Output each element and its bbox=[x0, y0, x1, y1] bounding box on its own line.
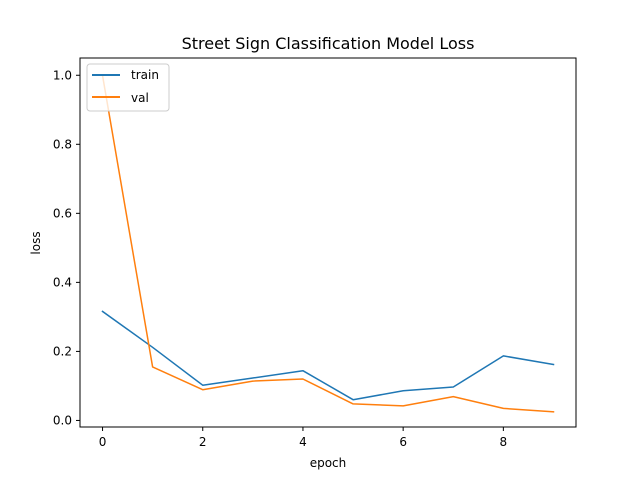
legend: train val bbox=[86, 63, 170, 112]
y-tick-label: 0.8 bbox=[53, 137, 72, 151]
y-tick-label: 0.0 bbox=[53, 413, 72, 427]
legend-label-val: val bbox=[131, 91, 149, 105]
y-tick-label: 0.2 bbox=[53, 344, 72, 358]
y-tick-label: 0.4 bbox=[53, 275, 72, 289]
y-tick-label: 0.6 bbox=[53, 206, 72, 220]
x-tick-label: 4 bbox=[299, 435, 307, 449]
y-axis-ticks: 0.0 0.2 0.4 0.6 0.8 1.0 bbox=[53, 68, 80, 427]
x-axis-ticks: 0 2 4 6 8 bbox=[99, 427, 507, 449]
x-tick-label: 8 bbox=[500, 435, 508, 449]
y-tick-label: 1.0 bbox=[53, 68, 72, 82]
legend-label-train: train bbox=[131, 68, 159, 82]
chart-title: Street Sign Classification Model Loss bbox=[182, 34, 475, 53]
x-axis-label: epoch bbox=[310, 456, 347, 470]
x-tick-label: 2 bbox=[199, 435, 207, 449]
y-axis-label: loss bbox=[29, 231, 43, 254]
plot-frame bbox=[79, 57, 577, 428]
x-tick-label: 6 bbox=[399, 435, 407, 449]
series-line-train bbox=[101, 310, 555, 401]
x-tick-label: 0 bbox=[99, 435, 107, 449]
series-lines bbox=[101, 74, 555, 413]
series-line-val bbox=[101, 74, 555, 413]
